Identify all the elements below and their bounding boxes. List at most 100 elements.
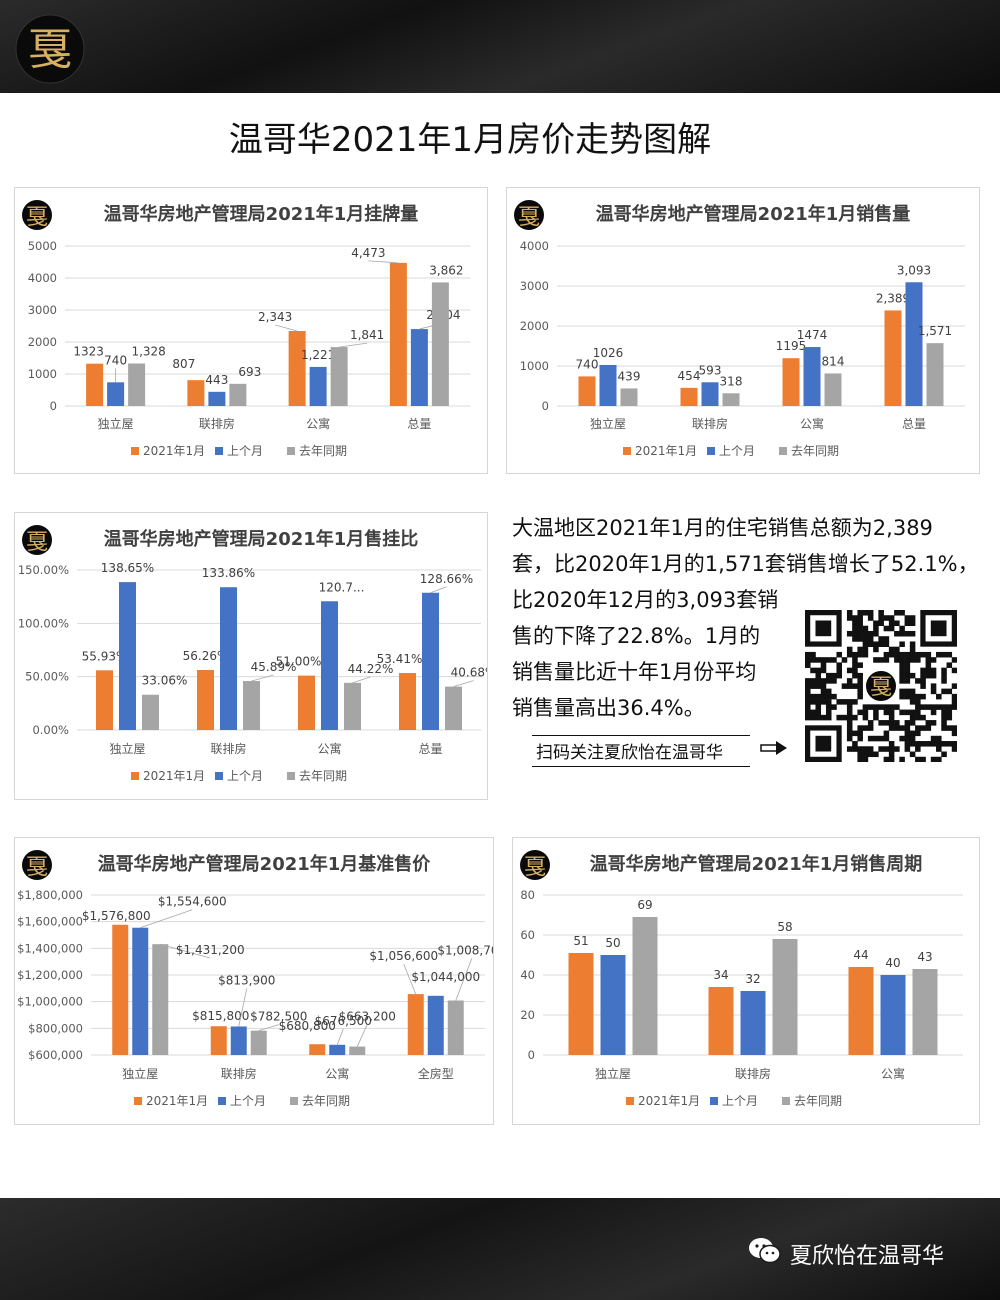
qr-module <box>825 714 832 721</box>
qr-module <box>915 714 921 721</box>
qr-module <box>920 672 926 679</box>
bar <box>96 670 113 730</box>
chart-price: 戛 温哥华房地产管理局2021年1月基准售价 $600,000 $800,000 $1,… <box>17 850 493 1108</box>
category-label: 公寓 <box>881 1066 905 1081</box>
qr-module <box>867 704 874 710</box>
qr-module <box>894 651 900 658</box>
legend-label: 2021年1月 <box>638 1094 700 1108</box>
qr-module <box>941 651 947 658</box>
chart-logo-circle <box>22 850 52 880</box>
bar <box>722 393 740 406</box>
qr-module <box>915 657 921 663</box>
qr-module <box>946 741 953 747</box>
qr-module <box>852 625 858 632</box>
qr-module <box>862 610 869 616</box>
bar <box>330 347 348 406</box>
qr-module <box>936 741 942 747</box>
bar <box>407 994 424 1055</box>
data-label: 40 <box>885 956 900 970</box>
qr-module <box>878 704 884 710</box>
qr-module <box>878 735 884 742</box>
qr-module <box>852 730 858 737</box>
qr-module <box>904 615 911 621</box>
qr-module <box>904 620 911 627</box>
bar <box>620 388 638 406</box>
bar <box>349 1046 366 1055</box>
logo-icon: 戛 <box>15 14 85 84</box>
y-tick-label: $800,000 <box>28 1021 83 1035</box>
bar <box>107 382 125 406</box>
qr-module <box>883 657 890 663</box>
qr-module <box>883 636 890 642</box>
category-label: 独立屋 <box>122 1066 158 1081</box>
bar <box>229 383 247 406</box>
data-label: 439 <box>618 369 641 383</box>
qr-module <box>909 699 916 705</box>
y-tick-label: 0 <box>528 1048 535 1062</box>
qr-module <box>873 641 879 647</box>
qr-module <box>810 667 816 674</box>
bar <box>142 694 159 730</box>
data-label: 2,343 <box>258 310 292 324</box>
qr-module <box>820 699 827 705</box>
y-tick-label: 1000 <box>520 359 549 373</box>
qr-module <box>857 672 863 679</box>
qr-module <box>857 746 863 752</box>
qr-module <box>878 746 884 752</box>
bar <box>422 592 439 730</box>
y-tick-label: $1,600,000 <box>17 915 83 929</box>
qr-code[interactable]: 戛 <box>805 610 957 762</box>
y-tick-label: 80 <box>520 888 535 902</box>
qr-module <box>810 699 816 705</box>
qr-module <box>883 704 890 710</box>
qr-module <box>920 714 926 721</box>
qr-module <box>904 709 911 716</box>
qr-module <box>873 625 879 632</box>
qr-module <box>862 756 869 762</box>
legend-label: 2021年1月 <box>635 444 697 458</box>
legend-swatch <box>215 447 223 455</box>
qr-module <box>820 714 827 721</box>
chart-title: 温哥华房地产管理局2021年1月销售量 <box>596 203 911 225</box>
bar <box>112 924 129 1055</box>
qr-module <box>867 735 874 742</box>
chart-title: 温哥华房地产管理局2021年1月基准售价 <box>98 853 432 875</box>
qr-module <box>930 688 937 695</box>
qr-module <box>899 709 905 716</box>
qr-module <box>805 657 811 663</box>
qr-module <box>888 746 895 752</box>
qr-module <box>946 714 953 721</box>
y-tick-label: 0 <box>542 399 549 413</box>
qr-module <box>857 735 863 742</box>
qr-module <box>904 678 911 684</box>
qr-module <box>888 725 895 731</box>
bar <box>447 1000 464 1055</box>
data-label: 443 <box>205 373 228 387</box>
qr-module <box>930 704 937 710</box>
data-label: 3,093 <box>897 263 931 277</box>
qr-module <box>899 693 905 700</box>
qr-module <box>857 683 863 689</box>
qr-module <box>825 688 832 695</box>
qr-module <box>873 709 879 716</box>
data-label: 740 <box>576 357 599 371</box>
data-label: $782,500 <box>250 1010 307 1024</box>
qr-module <box>936 756 942 762</box>
bar <box>309 366 327 406</box>
bar <box>578 376 596 406</box>
legend-swatch <box>287 772 295 780</box>
data-label: 2,389 <box>876 291 910 305</box>
category-label: 联排房 <box>210 741 246 756</box>
qr-module <box>852 683 858 689</box>
qr-module <box>815 699 822 705</box>
chart-panel-price: 戛 温哥华房地产管理局2021年1月基准售价 $600,000 $800,000 $1,… <box>14 837 494 1125</box>
y-tick-label: 0 <box>50 399 57 413</box>
chart-logo-char: 戛 <box>524 855 546 880</box>
qr-module <box>925 741 932 747</box>
data-label: $663,200 <box>339 1010 396 1024</box>
qr-module <box>805 714 811 721</box>
legend-label: 上个月 <box>722 1094 758 1108</box>
qr-module <box>857 625 863 632</box>
qr-module <box>846 651 853 658</box>
qr-module <box>888 615 895 621</box>
